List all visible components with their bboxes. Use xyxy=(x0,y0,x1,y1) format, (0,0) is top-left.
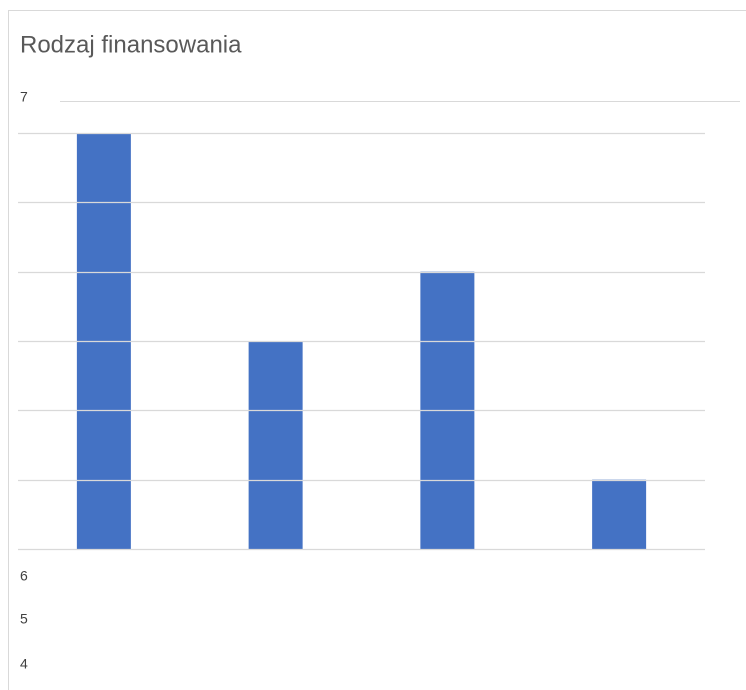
bar xyxy=(248,341,303,549)
chart-frame xyxy=(8,10,746,690)
bar xyxy=(592,479,647,549)
chart-title: Rodzaj finansowania xyxy=(20,31,242,58)
axis-label: 6 xyxy=(20,568,28,584)
axis-label: 7 xyxy=(20,89,28,105)
axis-label: 5 xyxy=(20,611,28,627)
axis-label: 4 xyxy=(20,656,28,672)
